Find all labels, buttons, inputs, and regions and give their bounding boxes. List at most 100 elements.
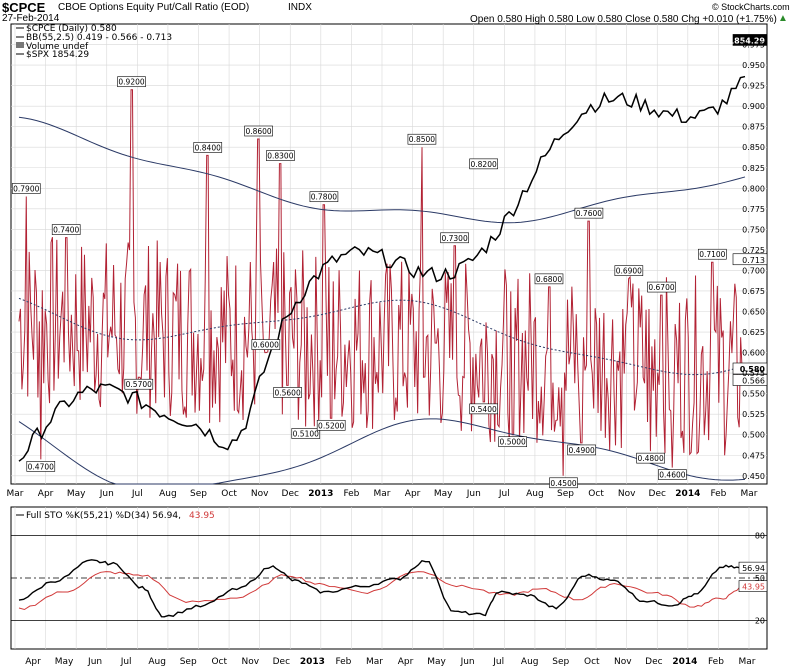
value-callout-box: [316, 419, 346, 431]
value-callout-box: [498, 436, 527, 448]
y-tick-label: 0.900: [742, 102, 765, 111]
x-tick-label-sto: Jun: [87, 657, 102, 667]
x-tick-label: Nov: [251, 489, 269, 499]
series-layer: [18, 75, 746, 618]
x-tick-label-sto: Oct: [584, 657, 600, 667]
value-callout-label: 0.9200: [118, 78, 144, 87]
value-callout-label: 0.4800: [637, 454, 663, 463]
up-arrow-icon: ▲: [778, 13, 788, 24]
x-tick-label-sto: Apr: [25, 657, 41, 667]
value-callout-box: [574, 207, 604, 219]
x-tick-label-sto: Oct: [211, 657, 227, 667]
x-tick-label: Sep: [190, 489, 207, 499]
value-callout-label: 0.6900: [616, 267, 642, 276]
x-tick-label: 2013: [308, 489, 333, 499]
sto-k-line: [18, 559, 746, 618]
x-tick-label: Mar: [7, 489, 24, 499]
axis-layer: 0.450 0.475 0.500 0.525 0.550 0.575 0.600 0.625…: [7, 41, 765, 667]
x-tick-label: Mar: [741, 489, 758, 499]
y-tick-label: 0.600: [742, 349, 765, 358]
x-tick-label: 2014: [675, 489, 700, 499]
x-tick-label-sto: Nov: [242, 657, 260, 667]
value-callout-label: 0.7300: [441, 234, 467, 243]
x-tick-label-sto: Feb: [708, 657, 724, 667]
value-tag-box: [732, 253, 768, 266]
value-callout-box: [117, 76, 146, 88]
value-callout-box: [26, 461, 56, 472]
x-tick-label: Mar: [374, 489, 391, 499]
sto-d-line: [18, 571, 746, 611]
value-callout-box: [51, 224, 81, 235]
x-tick-label-sto: Feb: [335, 657, 351, 667]
y-tick-label: 0.925: [742, 82, 765, 91]
x-tick-label-sto: Dec: [273, 657, 290, 667]
y-tick-label: 0.700: [742, 266, 765, 275]
bb-middle-line: [18, 297, 746, 376]
value-callout-box: [614, 265, 644, 276]
legend-swatch-volume: [16, 42, 24, 48]
x-tick-label-sto: Sep: [180, 657, 197, 667]
x-tick-label: May: [67, 489, 86, 499]
value-callout-box: [291, 428, 321, 439]
y-tick-label: 0.675: [742, 287, 765, 296]
x-tick-label-sto: 2013: [300, 657, 325, 667]
legend-spx: $SPX 1854.29: [26, 50, 89, 60]
value-callout-box: [698, 248, 727, 260]
x-tick-label: Sep: [557, 489, 574, 499]
y-tick-label: 0.575: [742, 369, 765, 378]
value-callout-box: [193, 142, 223, 153]
main-panel-frame: [10, 23, 768, 485]
value-tag-label: 0.713: [742, 256, 765, 265]
chart-symbol: $CPCE: [2, 0, 46, 15]
x-tick-label: Feb: [710, 489, 726, 499]
value-callout-box: [636, 452, 665, 464]
value-callout-label: 0.6000: [253, 341, 279, 350]
value-callout-box: [309, 191, 339, 203]
value-callout-box: [244, 125, 273, 137]
y-tick-label: 0.625: [742, 328, 765, 337]
sto-value-tag-box: [738, 580, 768, 592]
x-tick-label: Oct: [588, 489, 604, 499]
sto-legend: Full STO %K(55,21) %D(34) 56.94, 43.95: [16, 511, 215, 521]
x-tick-label-sto: Mar: [739, 657, 756, 667]
value-callout-label: 0.8500: [409, 135, 435, 144]
y-tick-label: 0.725: [742, 246, 765, 255]
value-callout-label: 0.4700: [28, 462, 54, 471]
value-callout-label: 0.5200: [318, 421, 344, 430]
x-tick-label-sto: May: [427, 657, 446, 667]
exchange-label: INDX: [288, 2, 312, 13]
y-tick-label: 0.875: [742, 123, 765, 132]
x-tick-label: Apr: [405, 489, 421, 499]
value-tag-label: 0.580: [740, 365, 766, 374]
x-tick-label: Jun: [99, 489, 114, 499]
y-tick-label: 0.975: [742, 41, 765, 50]
value-callout-label: 0.7400: [53, 226, 79, 235]
main-grid: [11, 24, 767, 484]
value-callout-box: [647, 281, 676, 293]
value-callout-box: [549, 477, 578, 489]
sto-y-tick-label: 50: [755, 574, 765, 583]
legend-bb: BB(55,2.5) 0.419 - 0.566 - 0.713: [26, 33, 172, 43]
bb-upper-line: [18, 116, 746, 224]
value-callout-box: [124, 378, 154, 390]
annotation-layer: 0.7900 0.4700 0.7400 0.9200 0.5700 0.8400 0.86…: [11, 34, 768, 592]
x-tick-label: Aug: [159, 489, 177, 499]
main-legend: $CPCE (Daily) 0.580 BB(55,2.5) 0.419 - 0…: [16, 24, 172, 60]
x-tick-label: Aug: [526, 489, 544, 499]
x-tick-label: May: [434, 489, 453, 499]
bb-lower-line: [18, 418, 746, 485]
value-tag-box: [732, 374, 768, 386]
y-tick-label: 0.550: [742, 390, 765, 399]
value-callout-box: [658, 469, 687, 480]
x-tick-label: Nov: [618, 489, 636, 499]
x-tick-label-sto: Nov: [614, 657, 632, 667]
value-callout-box: [273, 387, 302, 398]
legend-main: $CPCE (Daily) 0.580: [26, 24, 117, 34]
y-tick-label: 0.800: [742, 184, 765, 193]
chart-subtitle: CBOE Options Equity Put/Call Ratio (EOD): [58, 2, 250, 13]
value-tag-box: [732, 362, 768, 375]
value-tag-label: 1854.29: [729, 36, 766, 45]
x-tick-label-sto: Jul: [492, 657, 504, 667]
